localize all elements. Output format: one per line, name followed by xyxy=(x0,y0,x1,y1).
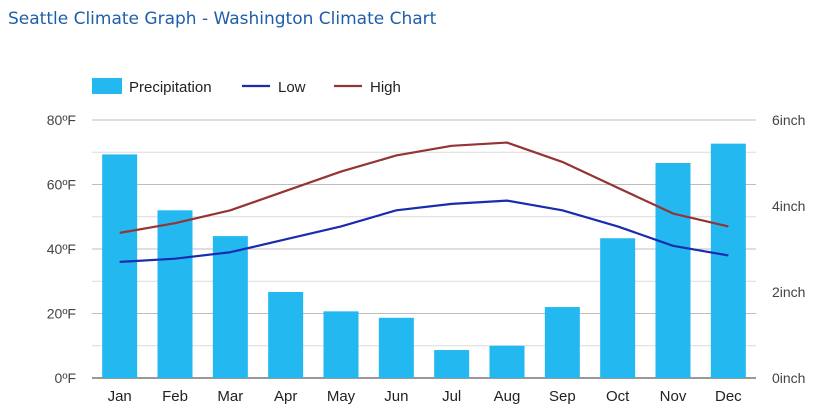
precipitation-bar xyxy=(710,143,746,378)
x-tick-label: Sep xyxy=(549,388,576,405)
x-tick-label: Jan xyxy=(108,388,132,405)
x-tick-label: May xyxy=(327,388,356,405)
y-left-tick-label: 20ºF xyxy=(47,306,76,322)
page-title: Seattle Climate Graph - Washington Clima… xyxy=(8,9,437,29)
precipitation-bar xyxy=(102,154,138,378)
x-tick-label: Nov xyxy=(660,388,687,405)
precipitation-bar xyxy=(434,350,470,378)
x-tick-label: Apr xyxy=(274,388,297,405)
precipitation-bar xyxy=(378,317,414,378)
low-line xyxy=(119,199,729,263)
precipitation-bars xyxy=(102,143,746,378)
x-tick-label: Jun xyxy=(384,388,408,405)
x-tick-label: Jul xyxy=(442,388,461,405)
legend-label: Precipitation xyxy=(129,79,212,96)
y-left-tick-label: 40ºF xyxy=(47,241,76,257)
x-tick-label: Feb xyxy=(162,388,188,405)
x-tick-label: Aug xyxy=(494,388,521,405)
gridlines xyxy=(92,119,756,379)
precipitation-bar xyxy=(268,292,304,378)
precipitation-bar xyxy=(489,345,525,378)
precipitation-bar xyxy=(655,163,691,378)
legend-label: Low xyxy=(278,79,306,96)
y-left-tick-label: 60ºF xyxy=(47,177,76,193)
axes: 0ºF 20ºF 40ºF 60ºF 80ºF 0inch 2inch 4inch 6inch J… xyxy=(47,112,806,405)
y-right-tick-label: 4inch xyxy=(772,198,805,214)
legend: Precipitation Low High xyxy=(92,78,401,96)
x-tick-label: Dec xyxy=(715,388,742,405)
precipitation-bar xyxy=(544,307,580,378)
precipitation-bar xyxy=(323,311,359,378)
x-tick-label: Oct xyxy=(606,388,630,405)
legend-label: High xyxy=(370,79,401,96)
legend-swatch-precipitation xyxy=(92,78,122,94)
high-line xyxy=(119,141,729,234)
x-tick-label: Mar xyxy=(217,388,243,405)
y-left-tick-label: 80ºF xyxy=(47,112,76,128)
y-right-tick-label: 2inch xyxy=(772,284,805,300)
y-left-tick-label: 0ºF xyxy=(55,370,76,386)
y-right-tick-label: 0inch xyxy=(772,370,805,386)
temperature-lines xyxy=(119,141,729,263)
precipitation-bar xyxy=(157,210,193,378)
precipitation-bar xyxy=(600,238,636,378)
precipitation-bar xyxy=(212,236,248,378)
y-right-tick-label: 6inch xyxy=(772,112,805,128)
